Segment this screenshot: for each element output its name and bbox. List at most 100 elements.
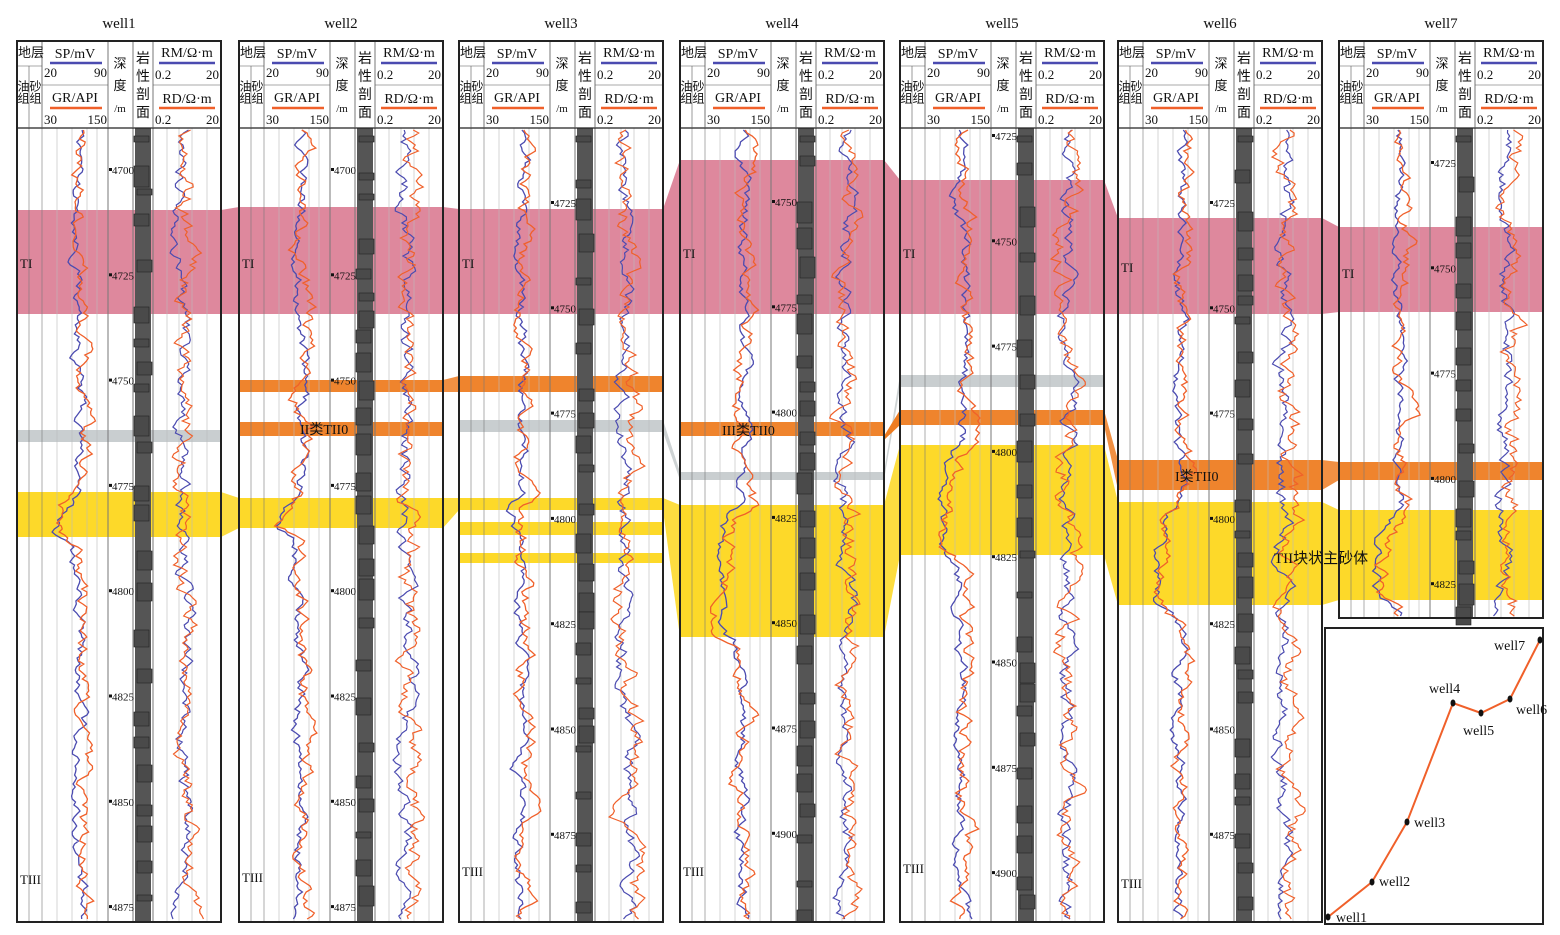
zone-connector [884,445,900,637]
well-panel-frame [238,40,444,923]
depth-label: 4900 [775,829,798,841]
strata-label: 地层 [460,45,486,60]
rm-min: 0.2 [1477,67,1493,82]
depth-label: 4825 [775,513,798,525]
well-panel-frame [899,40,1105,923]
rm-min: 0.2 [1038,67,1054,82]
lithology-header-char: 岩 [1458,51,1472,67]
depth-tick [992,555,995,559]
lithology-bed [1234,833,1251,849]
lithology-bed [1234,796,1251,806]
lithology-header-char: 剖 [799,87,813,103]
lithology-bed [796,909,813,923]
rd-label: RD/Ω·m [825,92,874,107]
rd-min: 0.2 [1256,112,1272,127]
lithology-column [1236,128,1252,922]
depth-tick [992,449,995,453]
lithology-bed [1016,767,1033,780]
lithology-bed [575,277,592,286]
lithology-bed [358,578,375,601]
sand-group-label: 砂组 [1129,80,1143,104]
oil-group-label: 油组 [679,80,693,104]
lithology-bed [1019,683,1036,703]
lithology-bed [133,135,150,143]
depth-label: 4850 [334,797,357,809]
lithology-bed [136,894,153,902]
depth-label: 4750 [112,376,135,388]
zone-connector [1322,218,1339,314]
lithology-bed [136,825,153,843]
depth-header-char: /m [336,103,348,115]
rd-max: 20 [648,112,661,127]
depth-tick [109,589,112,593]
depth-label: 4775 [112,481,135,493]
zone-ti-band [239,207,443,314]
depth-label: 4725 [112,270,135,282]
lithology-bed [358,193,375,201]
depth-label: 4800 [554,514,577,526]
zone-tii0a-band [1339,462,1543,480]
well-title: well3 [544,16,577,32]
depth-header-char: /m [556,103,568,115]
zone-label-tiii: TIII [462,864,483,879]
zone-tii0a-band [459,376,663,392]
sp-curve [716,129,754,920]
lithology-bed [133,415,150,437]
lithology-bed [1234,379,1251,398]
depth-tick [551,622,554,626]
well-location-marker [1478,709,1484,717]
lithology-bed [1016,135,1033,143]
lithology-bed [355,697,372,716]
sand-group-label: 砂组 [691,80,705,104]
well-title: well6 [1203,16,1237,32]
zone-connector [663,498,680,637]
lithology-bed [1455,347,1472,366]
lithology-bed [1019,374,1036,390]
sp-curve [1371,129,1409,617]
rm-max: 20 [1528,67,1541,82]
lithology-bed [358,135,375,143]
lithology-header-char: 岩 [799,51,813,67]
rm-max: 20 [1307,67,1320,82]
gr-min: 30 [1145,112,1158,127]
depth-label: 4875 [554,830,577,842]
depth-tick [992,871,995,875]
gr-max: 150 [971,112,991,127]
rd-max: 20 [1307,112,1320,127]
depth-header-char: 深 [113,56,126,71]
lithology-bed [1019,206,1036,228]
lithology-bed [1234,773,1251,790]
gr-max: 150 [310,112,330,127]
lithology-header-char: 剖 [358,87,372,103]
depth-label: 4825 [334,692,357,704]
zone-connector [884,410,900,440]
lithology-bed [1455,216,1472,237]
depth-label: 4800 [1434,474,1457,486]
rm-min: 0.2 [377,67,393,82]
rd-label: RD/Ω·m [1045,92,1094,107]
depth-label: 4850 [775,618,798,630]
lithology-bed [799,614,816,635]
depth-tick [109,168,112,171]
lithology-bed [796,880,813,888]
rm-curve [1270,129,1297,920]
lithology-bed [575,832,592,847]
depth-tick [109,905,112,909]
lithology-bed [133,213,150,227]
lithology-bed [1237,669,1254,680]
lithology-bed [575,791,592,800]
lithology-bed [358,617,375,629]
lithology-bed [796,773,813,793]
lithology-bed [796,201,813,224]
lithology-bed [355,775,372,789]
depth-label: 4725 [334,270,357,282]
sp-label: SP/mV [718,47,758,62]
lithology-header-char: 面 [578,106,592,121]
rm-max: 20 [869,67,882,82]
zone-label-tiii: TIII [242,870,263,885]
well-title: well2 [324,16,357,32]
lithology-bed [1016,591,1033,599]
